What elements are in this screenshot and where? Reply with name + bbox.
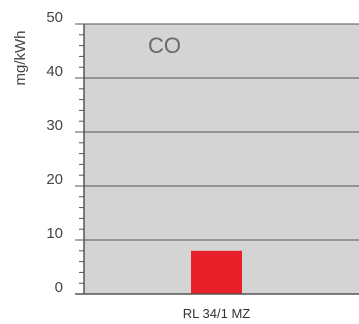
x-category-label-0: RL 34/1 MZ — [183, 306, 250, 321]
plot-area — [84, 24, 359, 294]
plot-title: CO — [148, 33, 181, 58]
y-tick-label-20: 20 — [46, 171, 63, 188]
y-axis-label: mg/kWh — [12, 30, 29, 85]
gridlines — [76, 23, 359, 241]
y-tick-labels: 0 10 20 30 40 50 — [46, 9, 63, 296]
y-tick-label-30: 30 — [46, 117, 63, 134]
bar-0 — [191, 250, 242, 294]
y-tick-label-0: 0 — [55, 279, 63, 296]
y-tick-label-10: 10 — [46, 225, 63, 242]
bars — [191, 250, 242, 294]
x-category-labels: RL 34/1 MZ — [183, 306, 250, 321]
y-major-ticks — [75, 23, 84, 295]
y-tick-label-40: 40 — [46, 63, 63, 80]
y-tick-label-50: 50 — [46, 9, 63, 26]
